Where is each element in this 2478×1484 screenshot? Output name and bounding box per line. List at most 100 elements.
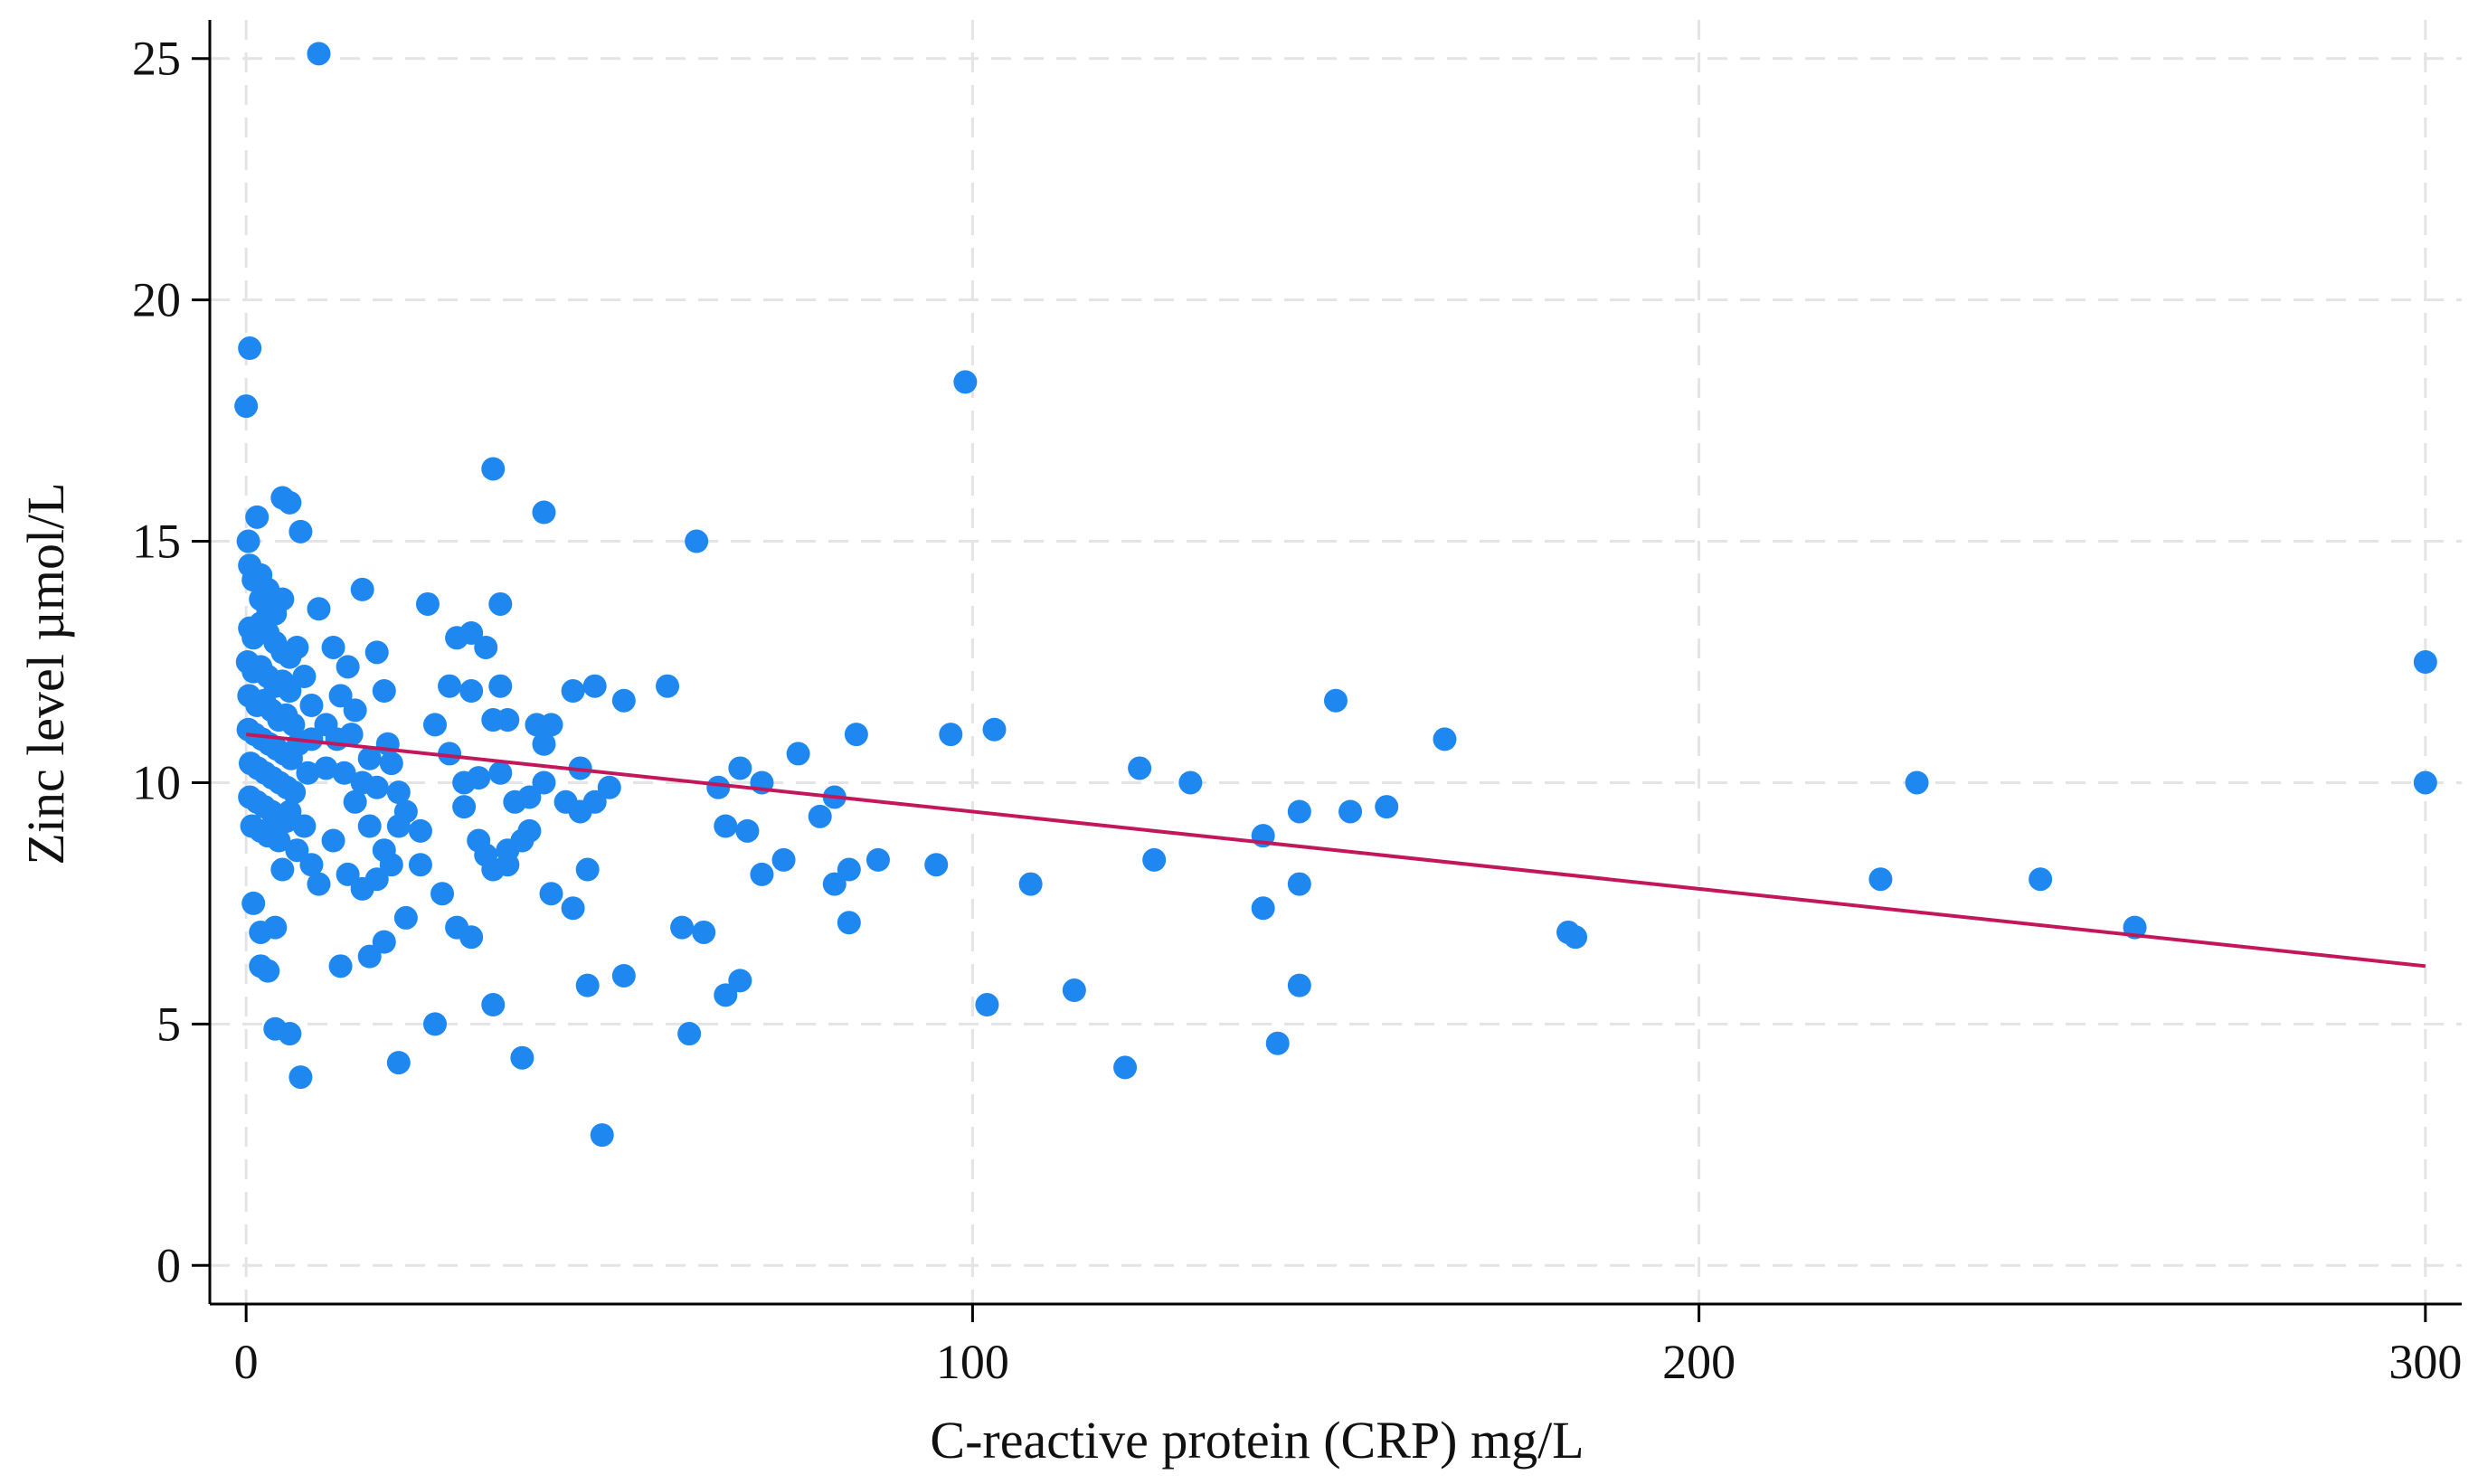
- data-point: [2029, 867, 2053, 892]
- data-point: [285, 635, 309, 659]
- data-point: [307, 597, 331, 621]
- data-point: [386, 780, 411, 805]
- x-tick-label: 0: [234, 1335, 259, 1389]
- data-point: [339, 723, 364, 747]
- data-point: [423, 713, 447, 737]
- data-point: [1113, 1055, 1138, 1080]
- data-point: [582, 674, 607, 698]
- y-tick-label: 10: [132, 755, 181, 809]
- data-point: [728, 756, 752, 780]
- data-point: [245, 505, 270, 529]
- data-point: [1375, 795, 1399, 819]
- data-point: [393, 905, 418, 930]
- data-point: [467, 766, 491, 790]
- data-point: [582, 789, 607, 814]
- data-point: [786, 742, 810, 766]
- data-point: [372, 930, 396, 954]
- data-point: [267, 828, 291, 853]
- data-point: [939, 723, 963, 747]
- data-point: [314, 756, 338, 780]
- data-point: [822, 872, 846, 896]
- data-point: [321, 635, 345, 659]
- data-point: [263, 1016, 288, 1041]
- data-point: [750, 862, 774, 886]
- data-point: [292, 665, 317, 689]
- data-point: [1868, 867, 1893, 892]
- data-point: [379, 853, 403, 877]
- data-point: [1905, 770, 1929, 795]
- points-layer: [234, 42, 2437, 1148]
- data-point: [837, 911, 861, 935]
- data-point: [282, 780, 307, 805]
- data-point: [296, 761, 320, 785]
- data-point: [234, 394, 259, 419]
- data-point: [299, 694, 324, 718]
- data-point: [539, 882, 563, 906]
- data-point: [1433, 727, 1457, 751]
- data-point: [865, 847, 890, 872]
- data-point: [532, 500, 556, 525]
- data-point: [474, 843, 498, 867]
- data-point: [408, 818, 432, 843]
- data-point: [459, 925, 484, 950]
- data-point: [1142, 847, 1167, 872]
- data-point: [488, 591, 513, 616]
- data-point: [270, 587, 295, 611]
- data-point: [408, 853, 432, 877]
- data-point: [953, 370, 978, 394]
- data-point: [685, 529, 709, 553]
- fit-line: [245, 733, 2426, 969]
- data-point: [357, 814, 382, 838]
- data-point: [328, 954, 353, 978]
- data-point: [532, 770, 556, 795]
- data-point: [364, 775, 389, 799]
- data-point: [670, 915, 695, 940]
- data-point: [611, 688, 636, 713]
- data-point: [1338, 799, 1363, 824]
- data-point: [728, 969, 752, 993]
- data-point: [2413, 770, 2437, 795]
- data-point: [692, 920, 716, 944]
- data-point: [364, 867, 389, 892]
- x-axis-title: C-reactive protein (CRP) mg/L: [930, 1411, 1584, 1470]
- data-point: [236, 529, 260, 553]
- data-point: [343, 698, 367, 723]
- data-point: [423, 1012, 447, 1036]
- data-point: [288, 519, 313, 544]
- data-point: [714, 814, 738, 838]
- y-tick-label: 25: [132, 32, 181, 86]
- data-point: [481, 457, 506, 481]
- data-point: [510, 1045, 534, 1070]
- data-point: [924, 853, 949, 877]
- data-point: [1178, 770, 1203, 795]
- data-point: [982, 717, 1007, 742]
- data-point: [575, 857, 600, 882]
- data-point: [386, 1051, 411, 1075]
- data-point: [307, 872, 331, 896]
- data-point: [1287, 973, 1311, 997]
- y-axis-title: Zinc level µmol/L: [16, 482, 75, 865]
- x-tick-label: 100: [936, 1335, 1009, 1389]
- data-point: [438, 742, 462, 766]
- data-point: [517, 818, 542, 843]
- x-tick-label: 300: [2388, 1335, 2462, 1389]
- data-point: [343, 789, 367, 814]
- data-point: [386, 814, 411, 838]
- data-point: [278, 799, 302, 824]
- data-point: [1062, 978, 1086, 1003]
- data-point: [238, 336, 262, 361]
- data-point: [299, 727, 324, 751]
- data-point: [278, 490, 302, 515]
- data-point: [1265, 1031, 1290, 1055]
- data-point: [350, 577, 374, 601]
- data-point: [590, 1123, 614, 1148]
- y-tick-label: 20: [132, 273, 181, 327]
- data-point: [561, 896, 585, 921]
- data-point: [532, 732, 556, 756]
- data-point: [706, 775, 731, 799]
- data-point: [332, 761, 356, 785]
- data-point: [677, 1022, 702, 1046]
- y-tick-label: 5: [156, 997, 181, 1051]
